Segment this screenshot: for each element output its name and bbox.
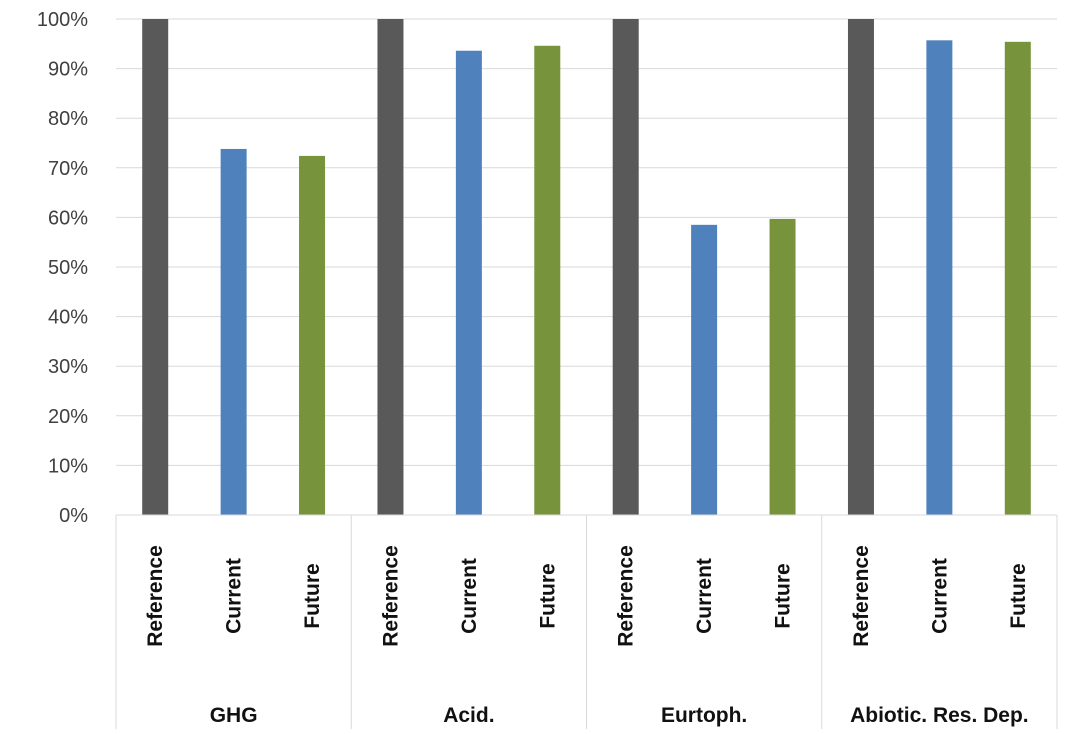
bar-reference	[612, 19, 639, 515]
bar-future	[769, 218, 796, 515]
bar-category-label: Reference	[615, 545, 638, 647]
bar-reference	[377, 19, 404, 515]
bar-future	[534, 45, 561, 516]
y-tick-label: 30%	[48, 356, 88, 378]
y-tick-label: 50%	[48, 257, 88, 279]
y-tick-label: 10%	[48, 455, 88, 477]
x-axis-labels: Reference Current Future GHG Reference Curren…	[144, 545, 1030, 727]
group-label: Acid.	[443, 704, 494, 727]
y-tick-label: 80%	[48, 108, 88, 130]
gridlines	[116, 18, 1057, 466]
group-label: Abiotic. Res. Dep.	[850, 704, 1029, 727]
bar-current	[691, 224, 718, 515]
bar-future	[1004, 41, 1031, 515]
bar-category-label: Current	[693, 558, 716, 634]
bar-category-label: Future	[772, 563, 795, 628]
y-tick-label: 100%	[37, 9, 88, 31]
bar-category-label: Future	[301, 563, 324, 628]
bar-category-label: Current	[928, 558, 951, 634]
bar-category-label: Reference	[379, 545, 402, 647]
bar-reference	[142, 19, 169, 515]
y-tick-label: 0%	[59, 505, 88, 527]
bar-category-label: Current	[458, 558, 481, 634]
bar-category-label: Current	[223, 558, 246, 634]
bar-category-label: Reference	[144, 545, 167, 647]
bar-category-label: Reference	[850, 545, 873, 647]
y-tick-label: 90%	[48, 59, 88, 81]
group-label: Eurtoph.	[661, 704, 747, 727]
bar-current	[455, 50, 482, 516]
x-axis	[115, 514, 1058, 729]
y-tick-label: 70%	[48, 158, 88, 180]
y-tick-label: 40%	[48, 307, 88, 329]
bar-future	[299, 155, 326, 515]
bar-category-label: Future	[1007, 563, 1030, 628]
group-label: GHG	[210, 704, 258, 727]
y-tick-label: 60%	[48, 207, 88, 229]
bar-category-label: Future	[536, 563, 559, 628]
y-tick-label: 20%	[48, 406, 88, 428]
bar-current	[926, 40, 953, 515]
y-axis-ticks: 0% 10% 20% 30% 40% 50% 60% 70% 80% 90% 100%	[37, 9, 88, 527]
bar-current	[220, 148, 247, 515]
bar-reference	[847, 19, 874, 515]
bars	[142, 19, 1031, 516]
